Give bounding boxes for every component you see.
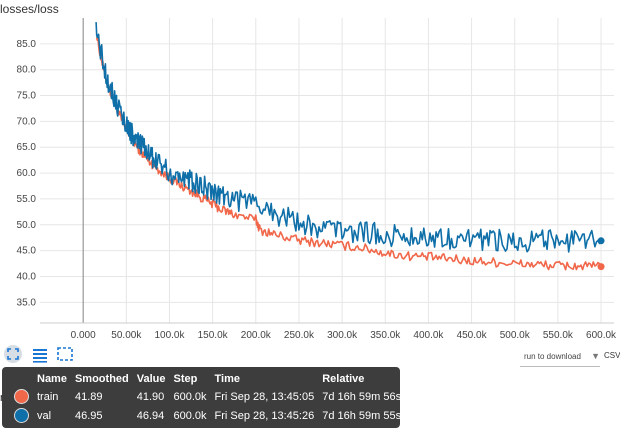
toggle-y-log-icon[interactable]: [31, 345, 49, 363]
y-tick-label: 55.0: [17, 194, 37, 205]
x-tick-label: 0.000: [71, 330, 96, 340]
y-tick-label: 85.0: [17, 39, 37, 50]
tooltip-header-row: Name Smoothed Value Step Time Relative: [10, 371, 405, 387]
tooltip-row-smoothed: 41.89: [74, 390, 103, 403]
y-tick-label: 45.0: [17, 246, 37, 257]
tooltip-table: Name Smoothed Value Step Time Relative t…: [10, 371, 405, 425]
tooltip-row-relative: 7d 16h 59m 56s: [322, 390, 402, 403]
tooltip: Name Smoothed Value Step Time Relative t…: [2, 367, 401, 428]
tooltip-row-val: val 46.95 46.94 600.0k Fri Sep 28, 13:45…: [10, 406, 405, 425]
tooltip-row-name: val: [37, 409, 52, 422]
x-tick-label: 50.00k: [111, 330, 142, 340]
x-tick-label: 300.0k: [327, 330, 358, 340]
y-tick-label: 75.0: [17, 91, 37, 102]
tooltip-row-step: 600.0k: [173, 390, 207, 403]
expand-chart-icon[interactable]: [56, 345, 74, 363]
x-tick-label: 500.0k: [500, 330, 531, 340]
tooltip-header-value: Value: [136, 373, 166, 385]
series-end-point-val: [597, 237, 605, 245]
series-line-val: [95, 22, 602, 253]
y-tick-label: 60.0: [17, 168, 37, 179]
y-tick-label: 80.0: [17, 65, 37, 76]
y-tick-label: 35.0: [17, 297, 37, 308]
tooltip-row-name: train: [37, 390, 59, 403]
series-end-point-train: [597, 263, 605, 271]
y-tick-label: 50.0: [17, 220, 37, 231]
tooltip-header-name: Name: [37, 373, 67, 385]
tooltip-row-value: 46.94: [136, 409, 165, 422]
x-tick-label: 150.0k: [198, 330, 229, 340]
tooltip-row-relative: 7d 16h 59m 55s: [322, 409, 402, 422]
loss-chart[interactable]: 35.0 40.0 45.0 50.0 55.0 60.0 65.0 70.0 75.0 80.0…: [0, 0, 620, 340]
x-tick-label: 550.0k: [543, 330, 574, 340]
x-tick-label: 450.0k: [457, 330, 488, 340]
val-color-dot: [14, 408, 29, 423]
tooltip-row-value: 41.90: [136, 390, 165, 403]
tooltip-row-time: Fri Sep 28, 13:45:05: [214, 390, 315, 403]
x-tick-label: 600.0k: [586, 330, 617, 340]
fit-domain-icon[interactable]: [4, 345, 22, 363]
y-tick-label: 70.0: [17, 116, 37, 127]
tooltip-dot-cell: [10, 406, 33, 425]
x-tick-label: 350.0k: [370, 330, 401, 340]
x-tick-label: 400.0k: [413, 330, 444, 340]
x-tick-label: 250.0k: [284, 330, 315, 340]
y-tick-label: 65.0: [17, 142, 37, 153]
tooltip-header-smoothed: Smoothed: [74, 373, 129, 385]
tooltip-dot-cell: [10, 387, 33, 406]
chevron-down-icon: ▼: [591, 351, 600, 361]
tooltip-row-train: train 41.89 41.90 600.0k Fri Sep 28, 13:…: [10, 387, 405, 406]
tooltip-header-step: Step: [173, 373, 198, 385]
csv-link[interactable]: CSV: [604, 351, 620, 360]
tooltip-row-time: Fri Sep 28, 13:45:26: [214, 409, 315, 422]
tooltip-header-relative: Relative: [322, 373, 365, 385]
y-tick-label: 40.0: [17, 271, 37, 282]
train-color-dot: [14, 389, 29, 404]
tooltip-header-time: Time: [214, 373, 241, 385]
series-line-train: [95, 37, 602, 271]
run-download-select[interactable]: run to download ▼: [520, 348, 600, 367]
tooltip-row-smoothed: 46.95: [74, 409, 103, 422]
chart-title: losses/loss: [0, 2, 59, 16]
tooltip-row-step: 600.0k: [173, 409, 207, 422]
x-tick-label: 100.0k: [154, 330, 185, 340]
run-download-label: run to download: [524, 352, 581, 361]
x-tick-label: 200.0k: [241, 330, 272, 340]
tooltip-col-dot: [10, 371, 33, 387]
